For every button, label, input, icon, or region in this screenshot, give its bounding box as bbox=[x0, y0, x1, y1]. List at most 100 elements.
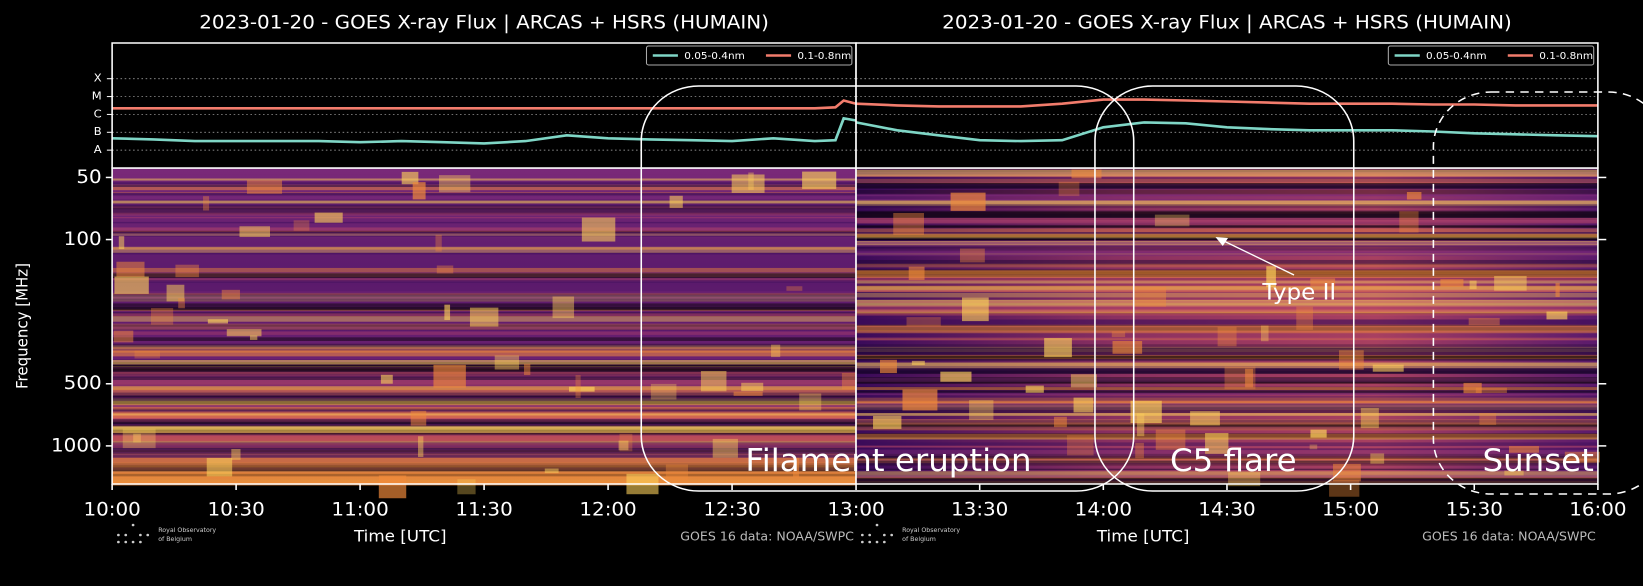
legend-label: 0.1-0.8nm bbox=[1539, 50, 1593, 62]
spectrogram-texture bbox=[112, 331, 857, 335]
logo-dot bbox=[131, 523, 135, 527]
logo-dot bbox=[117, 533, 120, 537]
spectrogram-texture bbox=[112, 442, 857, 449]
spectrogram-burst bbox=[1111, 331, 1126, 338]
plots: 50 100 500 1000 10:00 10:30 11:00 11:30 12:00 12:… bbox=[13, 11, 1643, 545]
spectrogram-burst bbox=[581, 217, 616, 242]
spectrogram-texture bbox=[856, 299, 1598, 307]
spectrogram-texture bbox=[112, 388, 857, 390]
spectrogram-burst bbox=[410, 410, 427, 426]
spectrogram-texture bbox=[112, 291, 857, 295]
spectrogram-texture bbox=[112, 232, 857, 238]
spectrogram-texture bbox=[112, 448, 857, 453]
spectrogram-texture bbox=[856, 397, 1598, 402]
spectrogram-burst bbox=[940, 371, 972, 382]
spectrogram-burst bbox=[469, 307, 499, 327]
spectrogram-burst bbox=[178, 298, 185, 309]
spectrogram-burst bbox=[700, 370, 727, 392]
x-tick-label: 13:00 bbox=[827, 498, 884, 520]
spectrogram-texture bbox=[112, 192, 857, 194]
spectrogram-texture bbox=[856, 423, 1598, 431]
x-tick-label: 15:30 bbox=[1446, 498, 1503, 520]
logo-dot bbox=[124, 533, 128, 537]
spectrogram-texture bbox=[112, 168, 857, 175]
spectrogram-texture bbox=[856, 424, 1598, 427]
spectrogram-texture bbox=[856, 259, 1598, 265]
spectrogram-burst bbox=[1469, 280, 1477, 290]
spectrogram-texture bbox=[112, 409, 857, 414]
spectrogram-burst bbox=[116, 261, 145, 277]
spectrogram-burst bbox=[226, 329, 262, 337]
spectrogram-texture bbox=[112, 273, 857, 279]
spectrogram-burst bbox=[1155, 429, 1186, 450]
spectrogram-texture bbox=[856, 362, 1598, 370]
spectrogram-texture bbox=[112, 231, 857, 237]
spectrogram-burst bbox=[249, 335, 258, 340]
spectrogram-burst bbox=[841, 372, 859, 390]
spectrogram-burst bbox=[221, 289, 240, 300]
chart-title: 2023-01-20 - GOES X-ray Flux | ARCAS + H… bbox=[199, 11, 769, 33]
spectrogram-texture bbox=[856, 461, 1598, 466]
spectrogram-texture bbox=[112, 247, 857, 250]
spectrogram-texture bbox=[112, 347, 857, 353]
source-note: GOES 16 data: NOAA/SWPC bbox=[1422, 530, 1596, 544]
spectrogram-burst bbox=[793, 457, 799, 477]
spectrogram-texture bbox=[112, 279, 857, 284]
spectrogram-texture bbox=[856, 280, 1598, 284]
spectrogram-texture bbox=[856, 312, 1598, 314]
spectrogram-texture bbox=[856, 204, 1598, 207]
spectrogram-texture bbox=[112, 369, 857, 376]
spectrogram-texture bbox=[856, 453, 1598, 459]
spectrogram-burst bbox=[802, 171, 837, 189]
spectrogram-texture bbox=[112, 441, 857, 448]
spectrogram-texture bbox=[112, 395, 857, 398]
spectrogram-texture bbox=[856, 474, 1598, 479]
spectrogram-texture bbox=[112, 469, 857, 472]
spectrogram-burst bbox=[712, 438, 738, 458]
spectrogram-texture bbox=[112, 469, 857, 475]
spectrogram-texture bbox=[856, 182, 1598, 189]
flux-frame bbox=[855, 42, 1599, 169]
spectrogram-burst bbox=[1564, 451, 1600, 463]
spectrogram-burst bbox=[1025, 385, 1044, 393]
spectrogram-texture bbox=[112, 367, 857, 375]
annotation-box bbox=[1094, 85, 1355, 492]
spectrogram-texture bbox=[856, 395, 1598, 401]
spectrogram-texture bbox=[112, 427, 857, 433]
spectrogram-texture bbox=[112, 295, 857, 302]
spectrogram-texture bbox=[856, 347, 1598, 355]
logo-dot bbox=[875, 540, 879, 544]
spectrogram-texture bbox=[112, 441, 857, 444]
logo-dot bbox=[868, 533, 872, 537]
spectrogram-texture bbox=[112, 386, 857, 390]
spectrogram-texture bbox=[112, 459, 857, 466]
spectrogram-texture bbox=[112, 267, 857, 273]
spectrogram-burst bbox=[1217, 326, 1237, 347]
spectrogram-burst bbox=[1372, 364, 1404, 372]
spectrogram-texture bbox=[856, 289, 1598, 292]
spectrogram-texture bbox=[112, 411, 857, 419]
spectrogram-burst bbox=[1054, 416, 1067, 428]
spectrogram-burst bbox=[378, 475, 407, 499]
spectrogram-burst bbox=[1130, 400, 1162, 424]
logo-dot bbox=[882, 533, 886, 537]
spectrogram-texture bbox=[856, 285, 1598, 293]
logo-text: Royal Observatory bbox=[902, 527, 960, 534]
spectrogram-texture bbox=[856, 228, 1598, 233]
spectrogram-burst bbox=[1058, 181, 1080, 197]
spectrogram-texture bbox=[112, 447, 857, 454]
spectrogram-burst bbox=[401, 171, 419, 185]
spectrogram-texture bbox=[112, 372, 857, 376]
spectrogram-texture bbox=[856, 460, 1598, 464]
legend-label: 0.05-0.4nm bbox=[1426, 50, 1487, 62]
spectrogram-texture bbox=[856, 404, 1598, 410]
spectrogram-texture bbox=[112, 209, 857, 215]
spectrogram-texture bbox=[112, 472, 857, 478]
logo-dot bbox=[124, 540, 128, 544]
spectrogram-texture bbox=[112, 386, 857, 390]
logo-dot bbox=[875, 523, 879, 527]
spectrogram-texture bbox=[856, 380, 1598, 384]
spectrogram-texture bbox=[856, 387, 1598, 390]
flux-line bbox=[112, 116, 857, 145]
spectrogram-texture bbox=[112, 298, 857, 301]
